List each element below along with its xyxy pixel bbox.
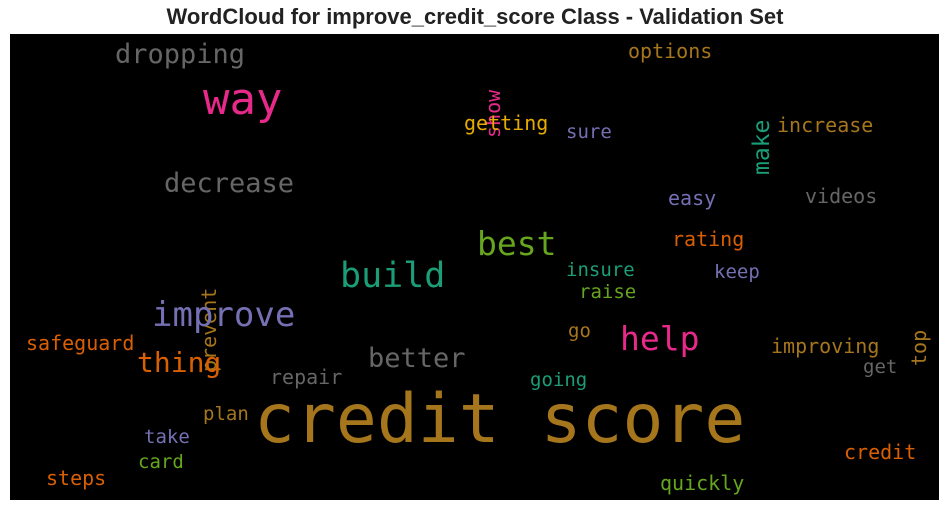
word-increase: increase xyxy=(777,113,874,137)
word-credit: credit xyxy=(844,440,917,464)
word-repair: repair xyxy=(270,365,343,389)
word-insure: insure xyxy=(566,259,635,281)
word-dropping: dropping xyxy=(115,39,246,70)
word-options: options xyxy=(628,39,713,63)
word-rating: rating xyxy=(672,227,745,251)
word-thing: thing xyxy=(137,346,222,379)
word-keep: keep xyxy=(714,261,760,283)
word-card: card xyxy=(138,451,184,473)
word-take: take xyxy=(144,426,190,448)
word-easy: easy xyxy=(668,186,717,210)
word-improving: improving xyxy=(771,334,880,358)
word-quickly: quickly xyxy=(660,471,745,495)
word-top: top xyxy=(907,329,931,366)
word-way: way xyxy=(203,74,283,125)
word-make: make xyxy=(749,119,775,175)
word-better: better xyxy=(368,343,466,374)
word-videos: videos xyxy=(805,184,878,208)
word-improve: improve xyxy=(152,295,296,335)
word-going: going xyxy=(530,369,588,391)
word-credit-score: credit score xyxy=(254,380,746,459)
word-raise: raise xyxy=(579,281,637,303)
word-getting: getting xyxy=(464,111,549,135)
word-sure: sure xyxy=(566,121,612,143)
word-decrease: decrease xyxy=(164,168,295,199)
chart-title: WordCloud for improve_credit_score Class… xyxy=(166,4,784,29)
word-get: get xyxy=(863,356,898,378)
word-best: best xyxy=(477,224,557,263)
word-help: help xyxy=(620,319,700,358)
word-plan: plan xyxy=(203,403,249,425)
word-safeguard: safeguard xyxy=(26,331,135,355)
word-build: build xyxy=(340,256,446,296)
word-go: go xyxy=(568,320,591,342)
word-steps: steps xyxy=(46,466,107,490)
wordcloud-canvas: credit score way dropping show options make ge… xyxy=(10,34,939,500)
